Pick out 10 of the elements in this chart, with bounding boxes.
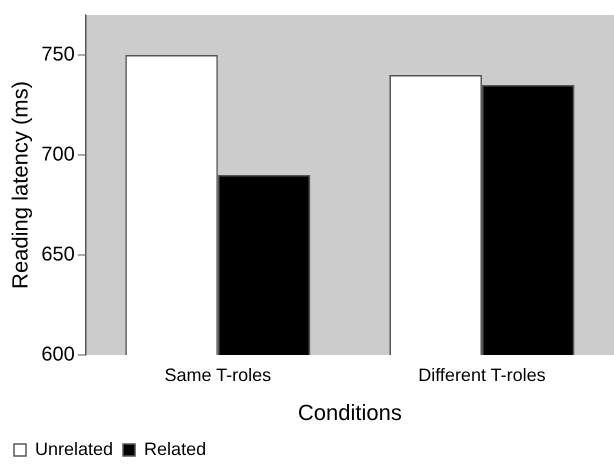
y-axis-title: Reading latency (ms)	[7, 81, 32, 289]
y-tick-label: 750	[41, 44, 75, 66]
y-tick-label: 600	[41, 344, 75, 366]
y-tick-label: 700	[41, 144, 75, 166]
x-axis-title: Conditions	[298, 400, 402, 425]
x-tick-label: Same T-roles	[164, 364, 272, 385]
legend-label: Unrelated	[35, 438, 114, 459]
y-tick-label: 650	[41, 244, 75, 266]
legend-label: Related	[144, 438, 206, 459]
x-tick-label: Different T-roles	[418, 364, 546, 385]
